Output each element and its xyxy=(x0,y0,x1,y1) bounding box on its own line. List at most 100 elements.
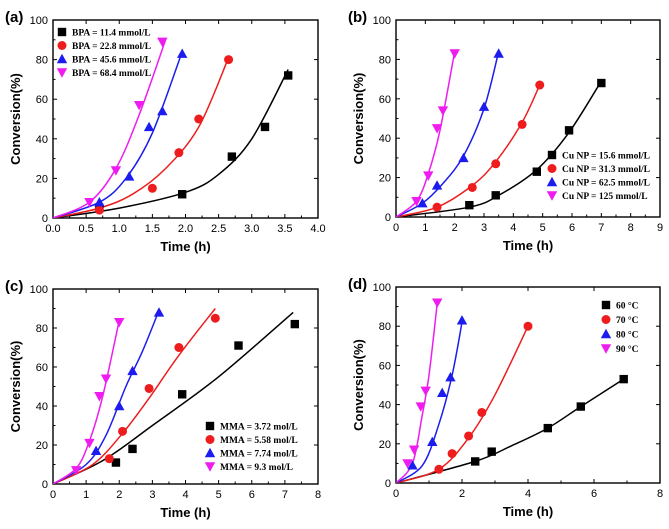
x-tick-label: 3.0 xyxy=(244,223,259,235)
data-point-2 xyxy=(157,105,168,116)
data-point-0 xyxy=(234,341,243,350)
data-point-1 xyxy=(174,343,184,352)
data-point-3 xyxy=(133,100,145,111)
data-point-3 xyxy=(70,466,82,476)
fit-curve-0 xyxy=(53,311,294,484)
data-point-1 xyxy=(464,431,474,441)
y-tick-label: 0 xyxy=(385,478,391,490)
data-point-3 xyxy=(411,197,422,207)
x-tick-label: 5 xyxy=(540,222,546,234)
y-tick-label: 20 xyxy=(36,440,48,452)
data-point-2 xyxy=(176,48,188,58)
data-point-0 xyxy=(177,390,187,399)
legend-marker-2 xyxy=(600,328,612,339)
fit-curve-2 xyxy=(396,322,463,483)
data-point-0 xyxy=(532,167,541,176)
x-tick-label: 8 xyxy=(657,488,663,500)
data-point-3 xyxy=(408,445,420,455)
y-tick-label: 100 xyxy=(30,284,48,296)
panel-b: 0 1 2 3 4 5 6 7 8 9 0 20 40 60 80 100 Time (h) Conversion… xyxy=(348,9,663,253)
x-tick-label: 4.0 xyxy=(310,223,325,235)
data-point-2 xyxy=(456,315,468,325)
legend-label: Cu NP = 62.5 mmol/L xyxy=(562,179,650,189)
x-tick-label: 3.5 xyxy=(277,223,292,235)
legend-label: MMA = 3.72 mol/L xyxy=(220,423,298,433)
y-tick-label: 80 xyxy=(379,54,391,66)
legend-label: 60 °C xyxy=(616,301,639,312)
data-point-0 xyxy=(283,71,293,80)
legend-marker-0 xyxy=(205,421,215,431)
panel-a: 0.0 0.5 1.0 1.5 2.0 2.5 3.0 3.5 4.0 0 20 40 60 80 100 T… xyxy=(5,9,326,254)
data-point-3 xyxy=(84,438,95,449)
x-tick-label: 2 xyxy=(459,488,465,500)
x-tick-label: 2.5 xyxy=(211,223,226,235)
data-point-1 xyxy=(224,55,234,65)
data-point-1 xyxy=(491,159,501,169)
x-tick-label: 7 xyxy=(282,489,288,501)
data-point-1 xyxy=(467,182,477,192)
data-point-1 xyxy=(477,407,487,417)
x-tick-label: 3 xyxy=(481,222,487,234)
data-point-2 xyxy=(127,365,138,376)
legend-marker-1 xyxy=(601,315,611,324)
data-point-0 xyxy=(543,423,552,433)
fit-curve-2 xyxy=(396,51,500,217)
fit-curve-0 xyxy=(396,378,625,483)
data-point-0 xyxy=(227,152,237,161)
x-tick-label: 3 xyxy=(149,489,155,501)
y-axis-title: Conversion(%) xyxy=(8,73,23,165)
legend-marker-0 xyxy=(601,300,611,310)
data-point-0 xyxy=(619,374,628,384)
data-point-3 xyxy=(100,374,112,384)
x-tick-label: 0 xyxy=(393,222,399,234)
x-tick-label: 8 xyxy=(628,222,634,234)
x-tick-label: 0 xyxy=(393,488,399,500)
legend-label: BPA = 11.4 mmol/L xyxy=(72,29,151,39)
x-tick-label: 0.0 xyxy=(45,223,60,235)
x-tick-label: 6 xyxy=(569,222,575,234)
y-tick-label: 0 xyxy=(42,479,48,491)
legend-marker-2 xyxy=(204,447,216,458)
data-point-2 xyxy=(437,387,448,398)
legend-label: Cu NP = 31.3 mmol/L xyxy=(562,165,650,175)
x-tick-label: 4 xyxy=(510,222,516,234)
y-tick-label: 60 xyxy=(36,362,48,374)
y-tick-label: 100 xyxy=(30,15,48,27)
fit-curve-2 xyxy=(53,310,160,484)
legend-marker-3 xyxy=(600,344,612,354)
x-tick-label: 4 xyxy=(525,488,531,500)
y-tick-label: 60 xyxy=(36,94,48,106)
x-tick-label: 1 xyxy=(83,489,89,501)
data-point-1 xyxy=(517,119,527,129)
y-tick-label: 20 xyxy=(379,173,391,185)
data-point-3 xyxy=(110,166,122,176)
legend-label: 80 °C xyxy=(616,330,639,341)
legend-label: MMA = 7.74 mol/L xyxy=(220,450,298,460)
y-tick-label: 0 xyxy=(42,213,48,225)
x-tick-label: 0 xyxy=(50,489,56,501)
y-tick-label: 80 xyxy=(379,321,391,333)
data-point-0 xyxy=(111,458,121,467)
data-point-3 xyxy=(402,459,413,469)
data-point-1 xyxy=(194,114,204,124)
data-point-2 xyxy=(431,180,443,190)
y-axis-title: Conversion(%) xyxy=(351,339,366,431)
legend-marker-3 xyxy=(204,462,216,472)
data-point-2 xyxy=(90,445,102,456)
legend-label: BPA = 68.4 mmol/L xyxy=(72,69,151,79)
legend-marker-0 xyxy=(57,27,67,37)
x-tick-label: 6 xyxy=(249,489,255,501)
y-tick-label: 40 xyxy=(36,134,48,146)
fit-curve-1 xyxy=(53,57,230,218)
data-point-0 xyxy=(465,200,474,210)
panel-label: (d) xyxy=(348,276,367,293)
data-point-1 xyxy=(432,202,442,212)
data-point-1 xyxy=(523,321,533,331)
data-point-0 xyxy=(576,402,585,411)
data-point-1 xyxy=(147,183,157,193)
data-point-3 xyxy=(84,197,95,208)
data-point-1 xyxy=(144,383,154,393)
fit-curve-1 xyxy=(53,308,216,484)
data-point-1 xyxy=(94,205,104,215)
